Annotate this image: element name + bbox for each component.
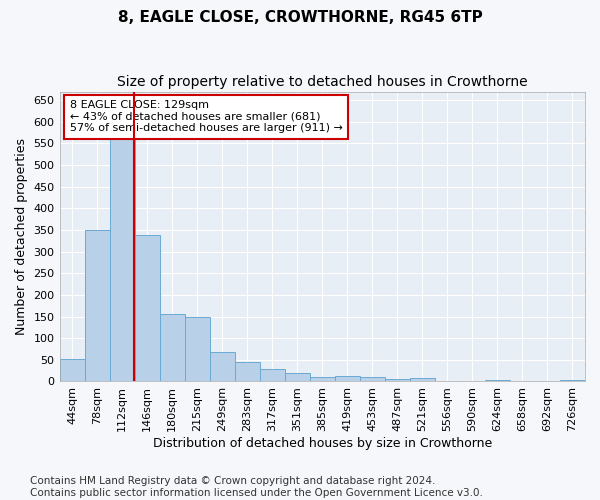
Bar	[360, 377, 385, 382]
Bar	[185, 316, 209, 382]
Bar	[160, 314, 185, 382]
Bar	[110, 113, 134, 382]
Bar	[235, 362, 260, 382]
Bar	[385, 380, 410, 382]
Y-axis label: Number of detached properties: Number of detached properties	[15, 138, 28, 335]
Title: Size of property relative to detached houses in Crowthorne: Size of property relative to detached ho…	[117, 75, 527, 89]
Bar	[510, 380, 535, 382]
Text: 8 EAGLE CLOSE: 129sqm
← 43% of detached houses are smaller (681)
57% of semi-det: 8 EAGLE CLOSE: 129sqm ← 43% of detached …	[70, 100, 343, 134]
Bar	[485, 380, 510, 382]
Bar	[285, 373, 310, 382]
Bar	[310, 377, 335, 382]
Text: 8, EAGLE CLOSE, CROWTHORNE, RG45 6TP: 8, EAGLE CLOSE, CROWTHORNE, RG45 6TP	[118, 10, 482, 25]
Text: Contains HM Land Registry data © Crown copyright and database right 2024.
Contai: Contains HM Land Registry data © Crown c…	[30, 476, 483, 498]
Bar	[209, 352, 235, 382]
Bar	[134, 235, 160, 382]
Bar	[535, 380, 560, 382]
Bar	[460, 380, 485, 382]
Bar	[335, 376, 360, 382]
Bar	[260, 370, 285, 382]
Bar	[410, 378, 435, 382]
Bar	[560, 380, 585, 382]
Bar	[435, 380, 460, 382]
Bar	[59, 359, 85, 382]
X-axis label: Distribution of detached houses by size in Crowthorne: Distribution of detached houses by size …	[152, 437, 492, 450]
Bar	[85, 230, 110, 382]
